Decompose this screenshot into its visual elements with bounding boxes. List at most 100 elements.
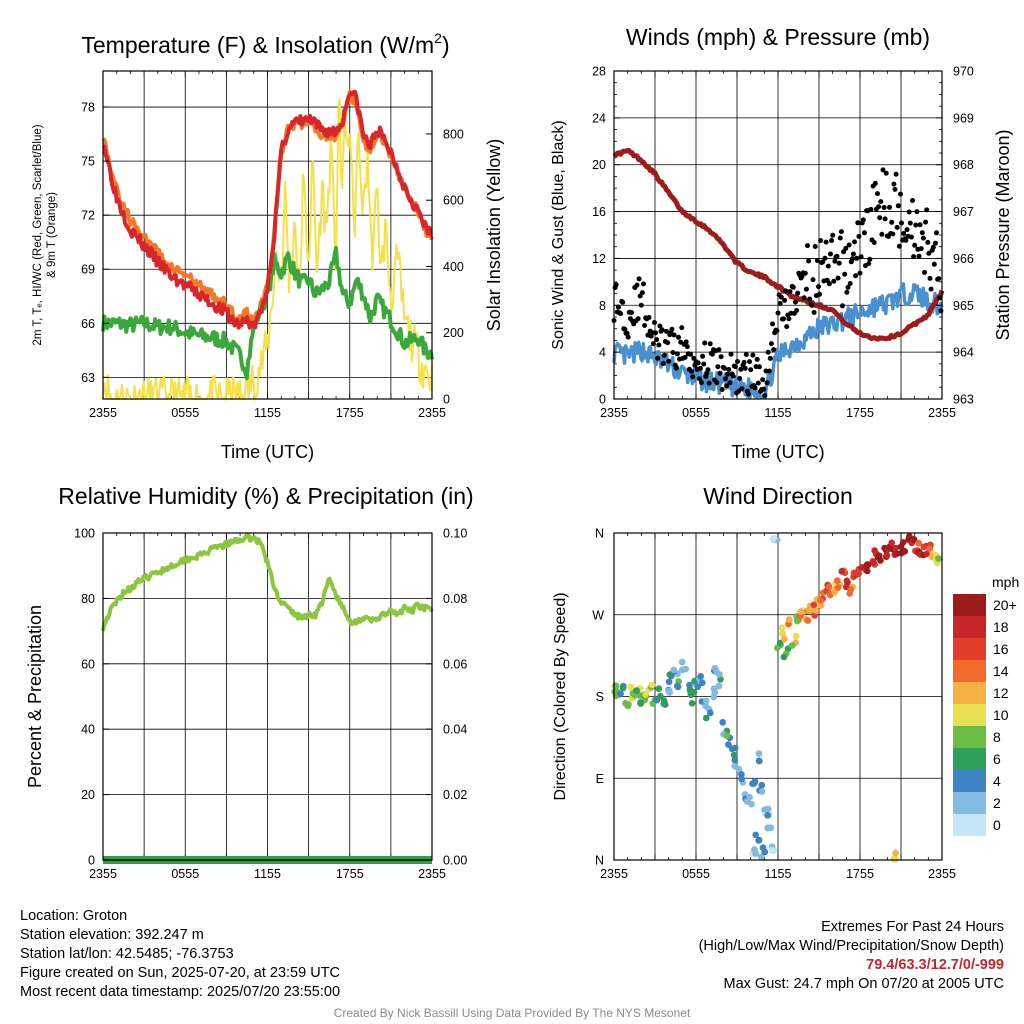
gust-point bbox=[777, 301, 783, 306]
gust-point bbox=[828, 251, 833, 257]
wind-chart-y2-tick-label: 969 bbox=[953, 111, 974, 125]
gust-point bbox=[761, 386, 767, 392]
gust-point bbox=[689, 368, 695, 374]
gust-point bbox=[875, 191, 880, 197]
wind-chart-y2-tick-label: 963 bbox=[953, 393, 974, 407]
temp-chart-y-tick-label: 69 bbox=[81, 263, 95, 277]
gust-point bbox=[852, 239, 857, 245]
direction-point bbox=[666, 688, 674, 697]
gust-point bbox=[620, 299, 626, 305]
gust-point bbox=[912, 242, 918, 248]
gust-point bbox=[654, 337, 660, 343]
gust-point bbox=[856, 233, 862, 239]
gust-point bbox=[690, 374, 696, 380]
gust-point bbox=[908, 234, 914, 240]
gust-point bbox=[823, 239, 829, 245]
gust-point bbox=[814, 258, 820, 263]
legend-label: 16 bbox=[993, 641, 1009, 657]
direction-chart-x-tick-label: 1155 bbox=[765, 867, 792, 881]
legend-swatch bbox=[953, 792, 986, 814]
gust-point bbox=[829, 238, 835, 243]
rh-chart-y-tick-label: 40 bbox=[81, 723, 95, 737]
gust-point bbox=[930, 244, 936, 250]
direction-point bbox=[660, 699, 668, 708]
gust-point bbox=[787, 289, 793, 295]
gust-point bbox=[715, 364, 721, 370]
legend-swatch bbox=[953, 638, 986, 660]
gust-point bbox=[636, 276, 642, 282]
gust-point bbox=[726, 367, 732, 372]
wind-chart-xlabel: Time (UTC) bbox=[731, 442, 824, 462]
gust-point bbox=[679, 325, 685, 331]
gust-point bbox=[656, 342, 662, 348]
legend-swatch bbox=[953, 704, 986, 726]
gust-point bbox=[646, 315, 652, 320]
gust-point bbox=[634, 282, 640, 288]
legend-swatch bbox=[953, 682, 986, 704]
direction-point bbox=[863, 567, 871, 575]
direction-point bbox=[755, 750, 763, 758]
gust-point bbox=[844, 289, 850, 295]
gust-point bbox=[755, 380, 761, 386]
temp-chart-y-tick-label: 63 bbox=[81, 371, 95, 385]
direction-point bbox=[633, 686, 641, 695]
gust-point bbox=[890, 231, 896, 237]
legend-swatch bbox=[953, 726, 986, 748]
gust-point bbox=[701, 361, 707, 367]
direction-point bbox=[694, 683, 702, 691]
gust-point bbox=[803, 286, 809, 292]
gust-point bbox=[624, 330, 630, 336]
gust-point bbox=[784, 324, 790, 330]
gust-point bbox=[931, 261, 937, 267]
rh-chart-y2-tick-label: 0.00 bbox=[443, 854, 467, 868]
gust-point bbox=[665, 340, 671, 346]
wind-chart-y-tick-label: 12 bbox=[592, 252, 606, 266]
direction-point bbox=[883, 551, 891, 559]
gust-point bbox=[854, 255, 860, 261]
wind-chart-y-tick-label: 28 bbox=[592, 65, 606, 79]
gust-point bbox=[926, 250, 932, 256]
gust-point bbox=[892, 186, 898, 192]
gust-point bbox=[670, 350, 676, 355]
figure-created: Figure created on Sun, 2025-07-20, at 23… bbox=[20, 965, 340, 981]
rh-chart-y-tick-label: 80 bbox=[81, 592, 95, 606]
gust-point bbox=[669, 326, 675, 332]
legend-swatch bbox=[953, 616, 986, 638]
station-info: Location: Groton Station elevation: 392.… bbox=[20, 907, 340, 1002]
gust-point bbox=[937, 295, 943, 301]
direction-chart-border bbox=[613, 532, 943, 861]
legend-swatch bbox=[953, 748, 986, 770]
direction-point bbox=[697, 672, 705, 680]
direction-chart-ylabel: Direction (Colored By Speed) bbox=[552, 592, 569, 800]
gust-point bbox=[709, 351, 715, 357]
gust-point bbox=[850, 251, 856, 257]
direction-point bbox=[838, 567, 846, 575]
legend-swatch bbox=[953, 814, 986, 836]
speed-legend-title: mph bbox=[992, 574, 1019, 590]
direction-point bbox=[804, 617, 812, 625]
wind-chart-border bbox=[613, 70, 943, 400]
gust-point bbox=[790, 284, 796, 290]
direction-point bbox=[711, 688, 719, 697]
gust-point bbox=[615, 304, 621, 310]
temp-chart-y-tick-label: 66 bbox=[81, 317, 95, 331]
gust-point bbox=[835, 275, 841, 281]
extremes-panel: Extremes For Past 24 Hours (High/Low/Max… bbox=[699, 918, 1004, 994]
direction-point bbox=[817, 597, 825, 605]
gust-point bbox=[925, 239, 931, 245]
direction-point bbox=[843, 577, 851, 585]
gust-point bbox=[840, 303, 845, 309]
direction-chart-title: Wind Direction bbox=[703, 483, 853, 509]
rh-chart-title: Relative Humidity (%) & Precipitation (i… bbox=[58, 483, 473, 509]
gust-point bbox=[735, 359, 740, 364]
direction-point bbox=[636, 698, 644, 707]
gust-point bbox=[842, 271, 848, 277]
direction-point bbox=[768, 846, 776, 854]
direction-point bbox=[780, 635, 788, 643]
wind-chart-y2-tick-label: 967 bbox=[953, 205, 974, 219]
gust-point bbox=[730, 373, 736, 379]
wind-chart-y2-tick-label: 968 bbox=[953, 158, 974, 172]
temp-chart-ylabel: 2m T, Tₑ, HI/WC (Red, Green, Scarlet/Blu… bbox=[32, 124, 44, 345]
gust-point bbox=[887, 204, 892, 210]
